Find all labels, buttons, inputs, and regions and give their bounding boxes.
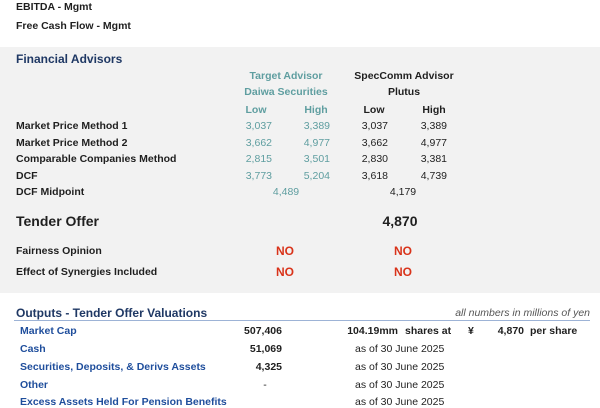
dcf-midpoint-label: DCF Midpoint xyxy=(16,186,85,198)
plutus-high-value: 3,381 xyxy=(420,153,447,165)
as-of-date: as of 30 June 2025 xyxy=(355,396,445,408)
daiwa-low-value: 3,773 xyxy=(245,170,272,182)
daiwa-midpoint-value: 4,489 xyxy=(272,186,300,198)
synergies-label: Effect of Synergies Included xyxy=(16,266,158,278)
plutus-low-header: Low xyxy=(363,104,385,116)
plutus-high-value: 4,977 xyxy=(420,137,447,149)
plutus-fairness-value: NO xyxy=(394,244,412,258)
outputs-title: Outputs - Tender Offer Valuations xyxy=(16,306,208,320)
plutus-low-value: 2,830 xyxy=(361,153,388,165)
row-label: Market Price Method 2 xyxy=(16,137,128,149)
financial-advisors-panel xyxy=(0,47,600,293)
output-value: 51,069 xyxy=(249,343,282,355)
plutus-low-value: 3,618 xyxy=(361,170,388,182)
yen-symbol: ¥ xyxy=(468,325,474,337)
daiwa-fairness-value: NO xyxy=(276,244,294,258)
plutus-high-value: 3,389 xyxy=(420,120,447,132)
tender-offer-label: Tender Offer xyxy=(16,213,99,229)
market-cap-value: 507,406 xyxy=(244,325,282,337)
plutus-high-value: 4,739 xyxy=(420,170,447,182)
target-advisor-header: Target Advisor xyxy=(249,70,323,82)
outputs-divider xyxy=(14,320,590,321)
shares-outstanding: 104.19mm xyxy=(347,325,398,337)
output-label: Securities, Deposits, & Derivs Assets xyxy=(20,361,206,373)
fairness-opinion-label: Fairness Opinion xyxy=(16,245,102,257)
daiwa-high-value: 3,389 xyxy=(303,120,330,132)
output-label: Cash xyxy=(20,343,46,355)
as-of-date: as of 30 June 2025 xyxy=(355,361,445,373)
as-of-date: as of 30 June 2025 xyxy=(355,343,445,355)
plutus-low-value: 3,662 xyxy=(361,137,388,149)
units-note: all numbers in millions of yen xyxy=(455,307,590,319)
output-label: Excess Assets Held For Pension Benefits xyxy=(20,396,227,408)
output-value: - xyxy=(263,379,267,391)
per-share-label: per share xyxy=(530,325,578,337)
daiwa-high-value: 4,977 xyxy=(303,137,330,149)
advisors-title: Financial Advisors xyxy=(16,52,123,66)
output-label: Other xyxy=(20,379,49,391)
tender-offer-value: 4,870 xyxy=(382,213,418,229)
plutus-midpoint-value: 4,179 xyxy=(389,186,417,198)
daiwa-low-value: 2,815 xyxy=(245,153,272,165)
daiwa-synergies-value: NO xyxy=(276,265,294,279)
spec-advisor-name: Plutus xyxy=(387,86,421,98)
shares-at-label: shares at xyxy=(405,325,452,337)
daiwa-high-value: 5,204 xyxy=(303,170,330,182)
spec-advisor-header: SpecComm Advisor xyxy=(354,70,454,82)
as-of-date: as of 30 June 2025 xyxy=(355,379,445,391)
daiwa-low-value: 3,662 xyxy=(245,137,272,149)
row-label: Comparable Companies Method xyxy=(16,153,177,165)
plutus-high-header: High xyxy=(422,104,446,116)
daiwa-high-header: High xyxy=(304,104,328,116)
output-value: 4,325 xyxy=(255,361,282,373)
row-label: Market Price Method 1 xyxy=(16,120,128,132)
row-label: DCF xyxy=(16,170,38,182)
plutus-low-value: 3,037 xyxy=(361,120,388,132)
share-price: 4,870 xyxy=(497,325,524,337)
daiwa-low-value: 3,037 xyxy=(245,120,272,132)
daiwa-low-header: Low xyxy=(245,104,267,116)
daiwa-high-value: 3,501 xyxy=(303,153,330,165)
ebitda-label: EBITDA - Mgmt xyxy=(16,1,93,13)
plutus-synergies-value: NO xyxy=(394,265,412,279)
target-advisor-name: Daiwa Securities xyxy=(244,86,328,98)
market-cap-label: Market Cap xyxy=(20,325,77,337)
fcf-label: Free Cash Flow - Mgmt xyxy=(16,20,131,32)
